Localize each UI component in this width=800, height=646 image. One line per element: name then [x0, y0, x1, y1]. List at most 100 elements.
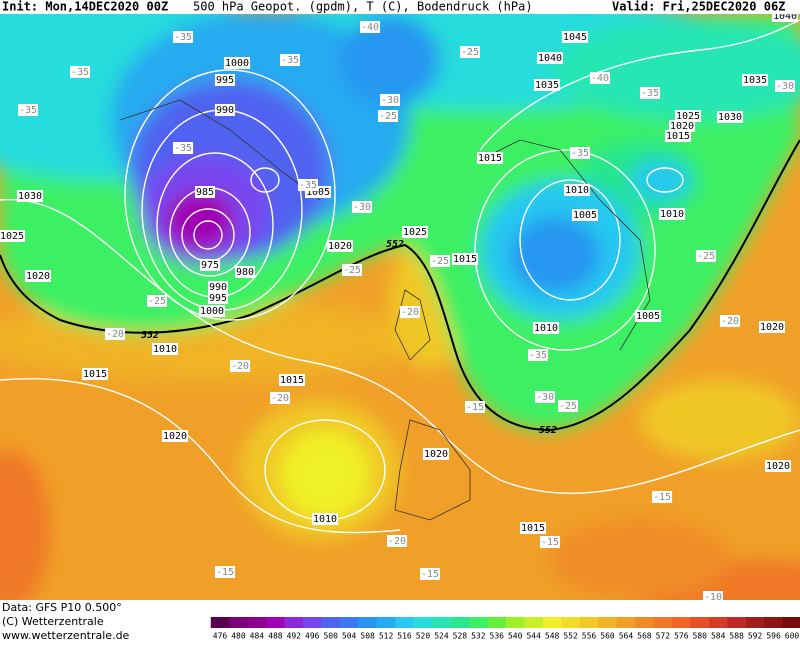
- temperature-label-box: [702, 591, 724, 600]
- colorbar-label: 500: [323, 632, 338, 641]
- temperature-label: -35: [529, 350, 547, 361]
- data-source: Data: GFS P10 0.500°: [2, 601, 122, 614]
- colorbar-label: 532: [471, 632, 486, 641]
- colorbar-label: 552: [563, 632, 578, 641]
- temperature-label: -20: [106, 329, 124, 340]
- temperature-label: -10: [704, 592, 722, 603]
- temperature-label-box: [214, 566, 236, 578]
- colorbar-swatch: [764, 617, 784, 628]
- colorbar-swatch: [635, 617, 655, 628]
- temperature-label: -25: [559, 401, 577, 412]
- temperature-label-box: [172, 31, 194, 43]
- colorbar: 476 480 484 488 492 496 500 504 508 512 516 520 524 5…: [210, 617, 800, 641]
- isobar-label: 1010: [534, 323, 558, 334]
- isobar-label-box: [658, 208, 686, 220]
- colorbar-swatch: [413, 617, 433, 628]
- isobar-label-box: [476, 152, 504, 164]
- isobar-label-box: [199, 259, 221, 271]
- temperature-label: -15: [466, 402, 484, 413]
- isobar-label-box: [532, 322, 560, 334]
- colorbar-swatch: [303, 617, 322, 628]
- coastlines: [119, 99, 651, 521]
- isobar-label-box: [536, 52, 564, 64]
- temperature-label: -15: [541, 537, 559, 548]
- isobar-label-box: [561, 31, 589, 43]
- colorbar-label: 536: [490, 632, 505, 641]
- colorbar-label: 544: [526, 632, 541, 641]
- colorbar-swatch: [469, 617, 489, 628]
- temperature-label-box: [464, 401, 486, 413]
- temperature-label: -20: [721, 316, 739, 327]
- isobar-label-box: [571, 209, 599, 221]
- colorbar-label: 508: [360, 632, 375, 641]
- isobar-label: 1020: [766, 461, 790, 472]
- temperature-label: -35: [19, 105, 37, 116]
- colorbar-swatch: [266, 617, 286, 628]
- isobar-label-box: [311, 513, 339, 525]
- temperature-label: -30: [353, 202, 371, 213]
- isobar-label-box: [214, 104, 236, 116]
- contour-label: 552: [539, 425, 557, 436]
- colorbar-swatch: [395, 617, 415, 628]
- temperature-label: -35: [571, 148, 589, 159]
- colorbar-label: 512: [379, 632, 394, 641]
- temperature-label-box: [589, 72, 611, 84]
- colorbar-swatch: [727, 617, 747, 628]
- isobar-label: 1010: [313, 514, 337, 525]
- temperature-label-box: [774, 80, 796, 92]
- isobar-label-box: [664, 130, 692, 142]
- temperature-label: -20: [401, 307, 419, 318]
- temperature-label: -30: [536, 392, 554, 403]
- temperature-label: -20: [388, 536, 406, 547]
- temperature-label: -30: [776, 81, 794, 92]
- isobar-label: 1020: [163, 431, 187, 442]
- isobar-label: 1025: [676, 111, 700, 122]
- colorbar-swatch: [229, 617, 249, 628]
- temperature-label-box: [639, 87, 661, 99]
- contour-label: 552: [141, 330, 159, 341]
- temperature-label-box: [386, 535, 408, 547]
- isobar-label: 1010: [565, 185, 589, 196]
- temperature-label-box: [539, 536, 561, 548]
- colorbar-label: 564: [619, 632, 634, 641]
- isobar-label-box: [674, 110, 702, 122]
- temperature-label-box: [379, 94, 401, 106]
- colorbar-swatch: [653, 617, 673, 628]
- isobar-label: 1005: [306, 187, 330, 198]
- isobar-label: 995: [209, 293, 227, 304]
- colorbar-swatch: [782, 617, 800, 628]
- temperature-label-box: [341, 264, 363, 276]
- colorbar-swatch: [284, 617, 304, 628]
- isobar-label: 1035: [535, 80, 559, 91]
- colorbar-label: 476: [213, 632, 228, 641]
- temperature-label-box: [429, 255, 451, 267]
- temperature-label-box: [351, 201, 373, 213]
- colorbar-label: 600: [785, 632, 800, 641]
- temperature-label: -20: [231, 361, 249, 372]
- isobar-label-box: [234, 266, 256, 278]
- init-time: Init: Mon,14DEC2020 00Z: [2, 0, 168, 14]
- isobar-label-box: [716, 111, 744, 123]
- colorbar-label: 484: [250, 632, 265, 641]
- isobar-label: 975: [201, 260, 219, 271]
- temperature-label: -25: [431, 256, 449, 267]
- isobar-label: 1030: [18, 191, 42, 202]
- temperature-label: -25: [461, 47, 479, 58]
- isobar-label: 1020: [424, 449, 448, 460]
- colorbar-swatch: [321, 617, 341, 628]
- isobar-label-box: [519, 522, 547, 534]
- isobar-label: 1030: [718, 112, 742, 123]
- isobar-label: 1020: [760, 322, 784, 333]
- isobar-label: 1000: [225, 58, 249, 69]
- isobar-label: 1040: [538, 53, 562, 64]
- isobar-label: 1035: [743, 75, 767, 86]
- colorbar-swatch: [450, 617, 470, 628]
- temperature-label-box: [359, 21, 381, 33]
- isobar-label: 1045: [563, 32, 587, 43]
- isobar-label-box: [214, 74, 236, 86]
- colorbar-label: 596: [766, 632, 781, 641]
- isobar-label-box: [563, 184, 591, 196]
- temperature-label: -15: [216, 567, 234, 578]
- isobar-label-box: [278, 374, 306, 386]
- isobar-label-box: [764, 460, 792, 472]
